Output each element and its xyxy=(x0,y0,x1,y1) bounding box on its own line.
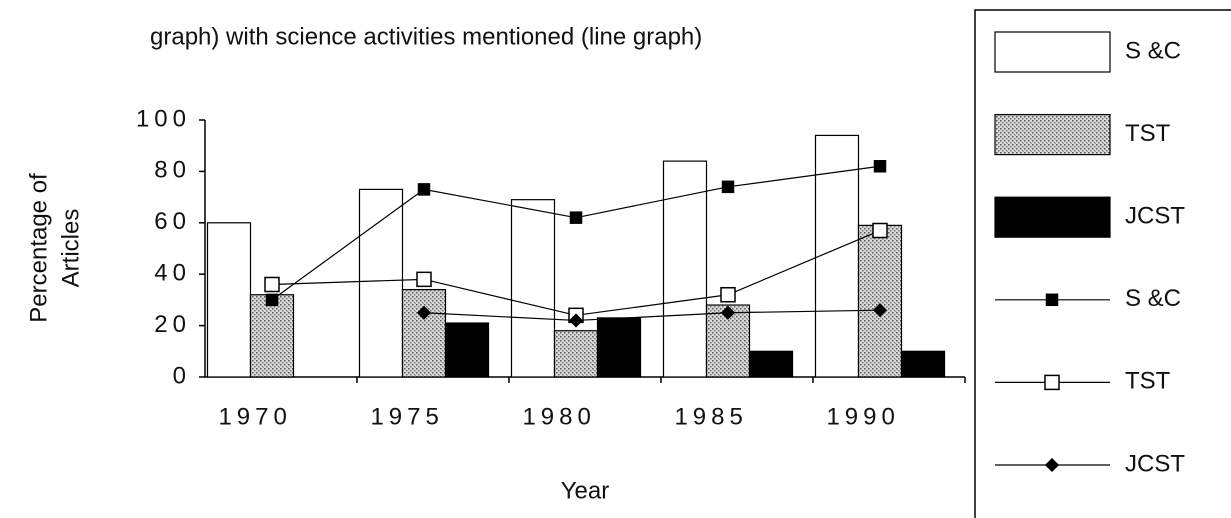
legend-swatch xyxy=(994,113,1111,156)
bar xyxy=(705,304,751,378)
chart-title: graph) with science activities mentioned… xyxy=(150,23,702,50)
legend-swatch xyxy=(994,31,1111,73)
point xyxy=(872,303,888,318)
bar xyxy=(748,350,794,378)
bar xyxy=(358,188,404,378)
y-tick-label: 80 xyxy=(154,157,191,184)
point xyxy=(265,293,279,307)
point xyxy=(568,313,584,328)
point xyxy=(720,305,736,320)
bar xyxy=(249,294,295,378)
y-axis-label: Articles xyxy=(57,209,84,288)
line xyxy=(423,309,881,322)
y-tick-label: 60 xyxy=(154,208,191,235)
point xyxy=(264,276,280,293)
x-tick-label: 1990 xyxy=(826,403,899,430)
bar xyxy=(444,322,490,378)
bar xyxy=(401,289,447,378)
legend-label: TST xyxy=(1125,120,1171,147)
x-axis-label: Year xyxy=(561,477,610,504)
x-tick-label: 1980 xyxy=(522,403,595,430)
y-axis-label: Percentage of xyxy=(25,173,52,323)
x-tick-label: 1970 xyxy=(218,403,291,430)
legend-label: JCST xyxy=(1125,450,1185,477)
bar xyxy=(662,160,708,378)
point xyxy=(721,180,735,194)
legend-swatch xyxy=(994,196,1111,238)
point xyxy=(416,271,432,288)
point xyxy=(569,211,583,224)
bar xyxy=(206,222,252,378)
bar xyxy=(900,350,946,378)
bar xyxy=(596,317,642,378)
legend-marker xyxy=(1044,374,1060,391)
x-tick-label: 1985 xyxy=(674,403,747,430)
legend-label: TST xyxy=(1125,368,1171,395)
legend-marker xyxy=(1044,457,1060,473)
legend-marker xyxy=(1045,293,1059,307)
point xyxy=(873,160,887,173)
legend-box xyxy=(974,9,1231,518)
y-tick-label: 40 xyxy=(154,260,191,287)
y-tick-label: 20 xyxy=(154,311,191,338)
point xyxy=(720,287,736,303)
legend-label: JCST xyxy=(1125,203,1185,230)
point xyxy=(872,222,888,239)
x-tick-label: 1975 xyxy=(370,403,443,430)
y-tick-label: 0 xyxy=(173,362,191,389)
point xyxy=(416,305,432,320)
point xyxy=(417,183,431,196)
bar xyxy=(510,199,556,378)
bar xyxy=(857,224,903,378)
bar xyxy=(553,330,599,378)
legend-label: S &C xyxy=(1125,37,1181,64)
y-tick-label: 100 xyxy=(136,105,191,132)
legend-label: S &C xyxy=(1125,285,1181,312)
